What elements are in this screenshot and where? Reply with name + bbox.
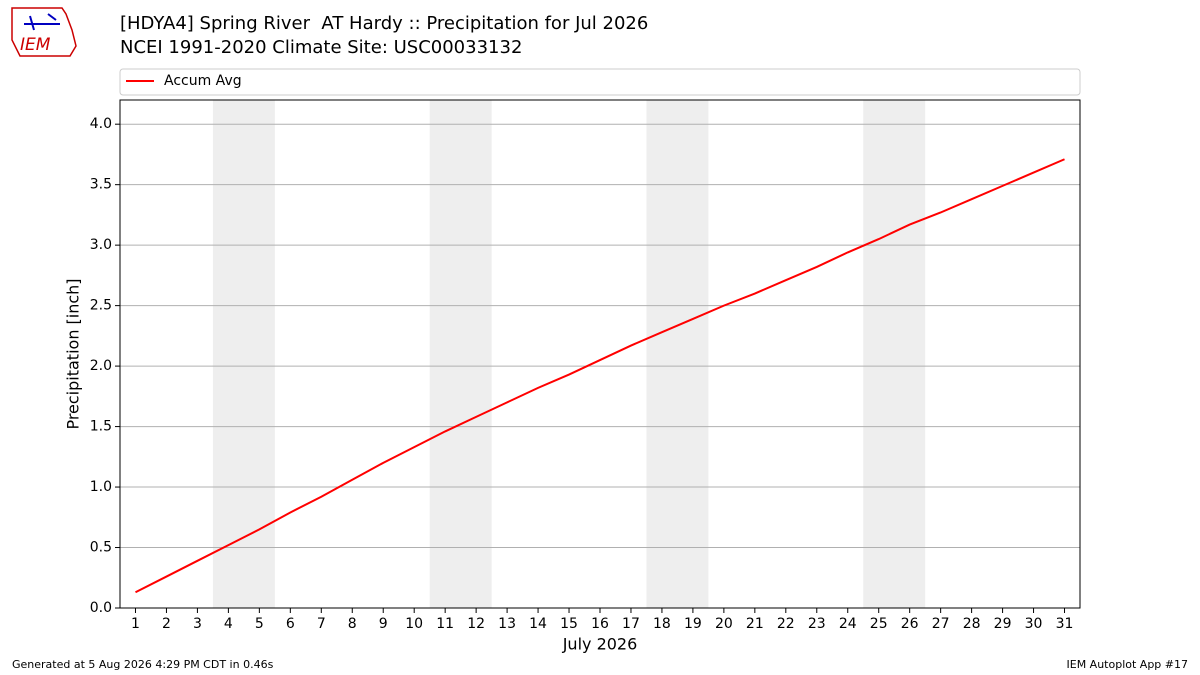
x-tick-label: 12: [467, 616, 485, 632]
chart-subtitle: NCEI 1991-2020 Climate Site: USC00033132: [120, 37, 522, 58]
y-tick-label: 0.5: [90, 540, 112, 556]
x-tick-label: 5: [255, 616, 264, 632]
weekend-shade: [646, 100, 709, 608]
series-line: [135, 158, 1065, 594]
y-tick-label: 2.0: [90, 358, 112, 374]
logo-outline: [11, 7, 77, 57]
weekend-shade: [863, 100, 926, 608]
plot-frame: [119, 99, 1081, 609]
x-tick-label: 11: [436, 616, 454, 632]
legend-label: Accum Avg: [164, 73, 242, 89]
x-tick-label: 15: [560, 616, 578, 632]
logo-icon: [24, 13, 60, 31]
weekend-shade: [212, 100, 275, 608]
x-tick-label: 28: [963, 616, 981, 632]
x-tick-label: 8: [348, 616, 357, 632]
x-tick-label: 14: [529, 616, 547, 632]
x-axis-label: July 2026: [562, 635, 638, 654]
y-tick-label: 4.0: [90, 116, 112, 132]
logo: IEM: [11, 7, 77, 57]
y-tick-label: 1.5: [90, 419, 112, 435]
x-tick-label: 25: [870, 616, 888, 632]
x-tick-label: 29: [994, 616, 1012, 632]
y-tick-label: 3.5: [90, 177, 112, 193]
footer-left: Generated at 5 Aug 2026 4:29 PM CDT in 0…: [12, 658, 274, 671]
x-tick-label: 20: [715, 616, 733, 632]
x-tick-label: 9: [379, 616, 388, 632]
x-tick-label: 22: [777, 616, 795, 632]
x-tick-label: 6: [286, 616, 295, 632]
x-tick-label: 3: [193, 616, 202, 632]
x-tick-label: 30: [1025, 616, 1043, 632]
x-tick-label: 7: [317, 616, 326, 632]
y-tick-label: 1.0: [90, 479, 112, 495]
x-tick-label: 17: [622, 616, 640, 632]
x-tick-label: 24: [839, 616, 857, 632]
footer-right: IEM Autoplot App #17: [1067, 658, 1189, 671]
x-tick-label: 19: [684, 616, 702, 632]
x-tick-label: 26: [901, 616, 919, 632]
x-tick-label: 16: [591, 616, 609, 632]
x-tick-label: 1: [131, 616, 140, 632]
x-tick-label: 27: [932, 616, 950, 632]
legend-box: [119, 68, 1081, 96]
y-tick-label: 3.0: [90, 237, 112, 253]
x-tick-label: 18: [653, 616, 671, 632]
x-tick-label: 4: [224, 616, 233, 632]
x-tick-label: 13: [498, 616, 516, 632]
x-tick-label: 31: [1056, 616, 1074, 632]
y-tick-label: 0.0: [90, 600, 112, 616]
x-tick-label: 21: [746, 616, 764, 632]
logo-text: IEM: [20, 35, 51, 55]
chart-title: [HDYA4] Spring River AT Hardy :: Precipi…: [120, 13, 648, 34]
x-tick-label: 23: [808, 616, 826, 632]
y-tick-label: 2.5: [90, 298, 112, 314]
y-axis-label: Precipitation [inch]: [64, 278, 83, 429]
x-tick-label: 2: [162, 616, 171, 632]
x-tick-label: 10: [405, 616, 423, 632]
weekend-shade: [429, 100, 492, 608]
